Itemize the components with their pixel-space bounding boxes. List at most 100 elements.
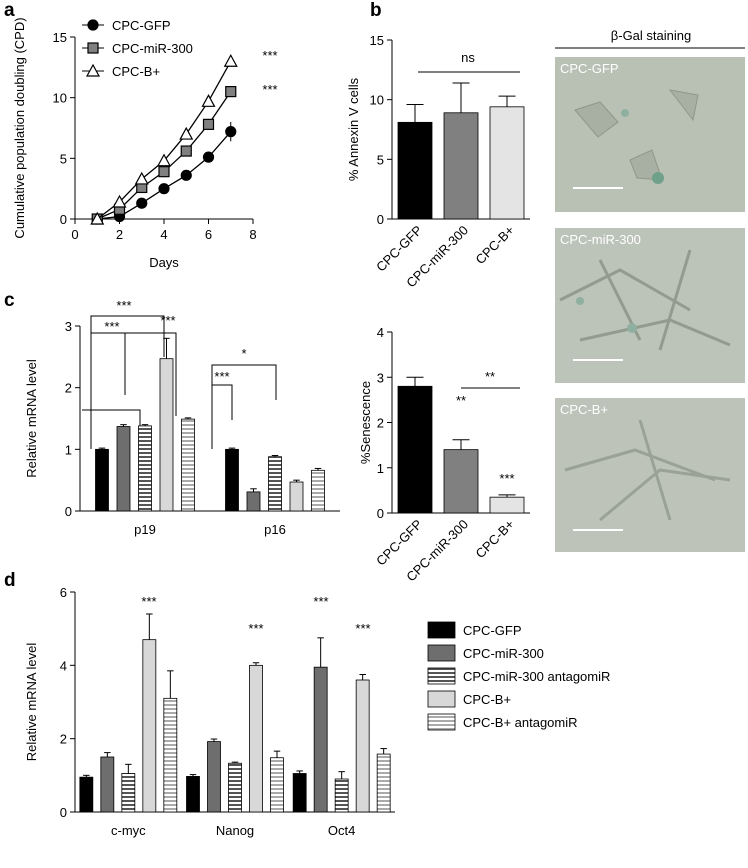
y-tick-label: 5 <box>377 152 384 167</box>
legend-label: CPC-miR-300 <box>112 41 193 56</box>
bar <box>313 666 328 813</box>
x-tick-label: p16 <box>264 522 286 537</box>
legend-label: CPC-miR-300 <box>463 646 544 661</box>
data-point <box>202 118 215 130</box>
micrograph <box>555 228 745 383</box>
legend-label: CPC-B+ <box>463 692 511 707</box>
y-tick-label: 3 <box>377 370 384 385</box>
bar <box>289 481 304 512</box>
bar <box>334 778 349 813</box>
y-axis-label: %Senescence <box>358 381 373 464</box>
bar <box>292 773 307 813</box>
y-axis-label: Relative mRNA level <box>24 643 39 762</box>
panel-letter: c <box>4 290 15 311</box>
y-tick-label: 1 <box>65 442 72 457</box>
annotation: *** <box>141 594 156 609</box>
y-tick-label: 6 <box>60 585 67 600</box>
bar <box>207 741 221 813</box>
data-point <box>179 126 194 140</box>
x-tick-label: CPC-B+ <box>473 517 518 562</box>
bar <box>228 762 242 813</box>
legend-marker <box>87 42 99 54</box>
legend-swatch <box>427 667 456 685</box>
x-tick-label: CPC-B+ <box>473 223 518 268</box>
bar <box>138 425 152 512</box>
y-tick-label: 1 <box>377 461 384 476</box>
image-label: CPC-miR-300 <box>560 232 641 247</box>
bar <box>355 679 370 813</box>
legend-marker <box>87 19 99 31</box>
bar <box>376 753 391 813</box>
y-tick-label: 10 <box>370 93 384 108</box>
bar <box>225 448 239 512</box>
y-tick-label: 2 <box>377 416 384 431</box>
series-line <box>96 60 232 220</box>
y-tick-label: 2 <box>60 732 67 747</box>
annotation: *** <box>160 313 175 328</box>
legend-swatch <box>427 621 456 639</box>
bar <box>100 756 115 813</box>
legend-swatch <box>427 713 456 731</box>
data-point <box>158 166 170 178</box>
y-tick-label: 15 <box>53 30 67 45</box>
image-label: CPC-B+ <box>560 402 608 417</box>
bar <box>489 496 525 514</box>
annotation: ns <box>461 50 475 65</box>
y-tick-label: 0 <box>65 504 72 519</box>
data-point <box>202 151 215 163</box>
data-point <box>112 194 127 208</box>
data-point <box>134 171 149 185</box>
bar <box>489 106 525 220</box>
legend-label: CPC-B+ antagomiR <box>463 715 578 730</box>
x-axis-label: Days <box>149 255 179 270</box>
legend-swatch <box>427 690 456 708</box>
y-axis-label: Cumulative population doubling (CPD) <box>12 17 27 238</box>
y-tick-label: 0 <box>60 805 67 820</box>
x-tick-label: p19 <box>134 522 156 537</box>
x-tick-label: c-myc <box>111 823 146 838</box>
bar <box>268 456 282 512</box>
legend-label: CPC-B+ <box>112 64 160 79</box>
annotation: *** <box>313 594 328 609</box>
bar <box>397 385 433 514</box>
y-tick-label: 5 <box>60 151 67 166</box>
significance-brackets <box>82 71 520 449</box>
data-point <box>158 183 170 195</box>
bar <box>249 664 263 813</box>
bar <box>397 121 433 220</box>
data-point <box>90 211 105 225</box>
annotation: *** <box>499 471 514 486</box>
y-tick-label: 0 <box>60 212 67 227</box>
annotation: *** <box>262 48 277 63</box>
data-point <box>180 169 192 181</box>
annotation: * <box>241 346 246 361</box>
annotation: ** <box>485 369 495 384</box>
data-point <box>225 85 237 98</box>
x-tick-label: Oct4 <box>328 823 355 838</box>
bar <box>121 773 136 813</box>
data-point <box>223 54 238 67</box>
legend-label: CPC-GFP <box>463 623 522 638</box>
data-point <box>225 126 237 138</box>
data-point <box>136 197 148 209</box>
x-tick-label: 0 <box>71 227 78 242</box>
bar <box>443 112 479 220</box>
y-tick-label: 3 <box>65 319 72 334</box>
data-point <box>156 153 172 167</box>
y-axis-label: % Annexin V cells <box>346 77 361 181</box>
bar <box>311 469 325 512</box>
panel-letter: a <box>4 0 15 21</box>
bar <box>186 776 200 813</box>
annotation: *** <box>116 298 131 313</box>
data-point <box>180 145 192 157</box>
annotation: *** <box>262 82 277 97</box>
y-tick-label: 2 <box>65 381 72 396</box>
x-tick-label: 4 <box>160 227 167 242</box>
y-tick-label: 4 <box>60 658 67 673</box>
x-tick-label: Nanog <box>216 823 254 838</box>
bar <box>159 358 174 512</box>
panel-letter: d <box>4 570 16 591</box>
bar <box>443 449 479 514</box>
bar <box>163 697 178 813</box>
legend-label: CPC-GFP <box>112 18 171 33</box>
